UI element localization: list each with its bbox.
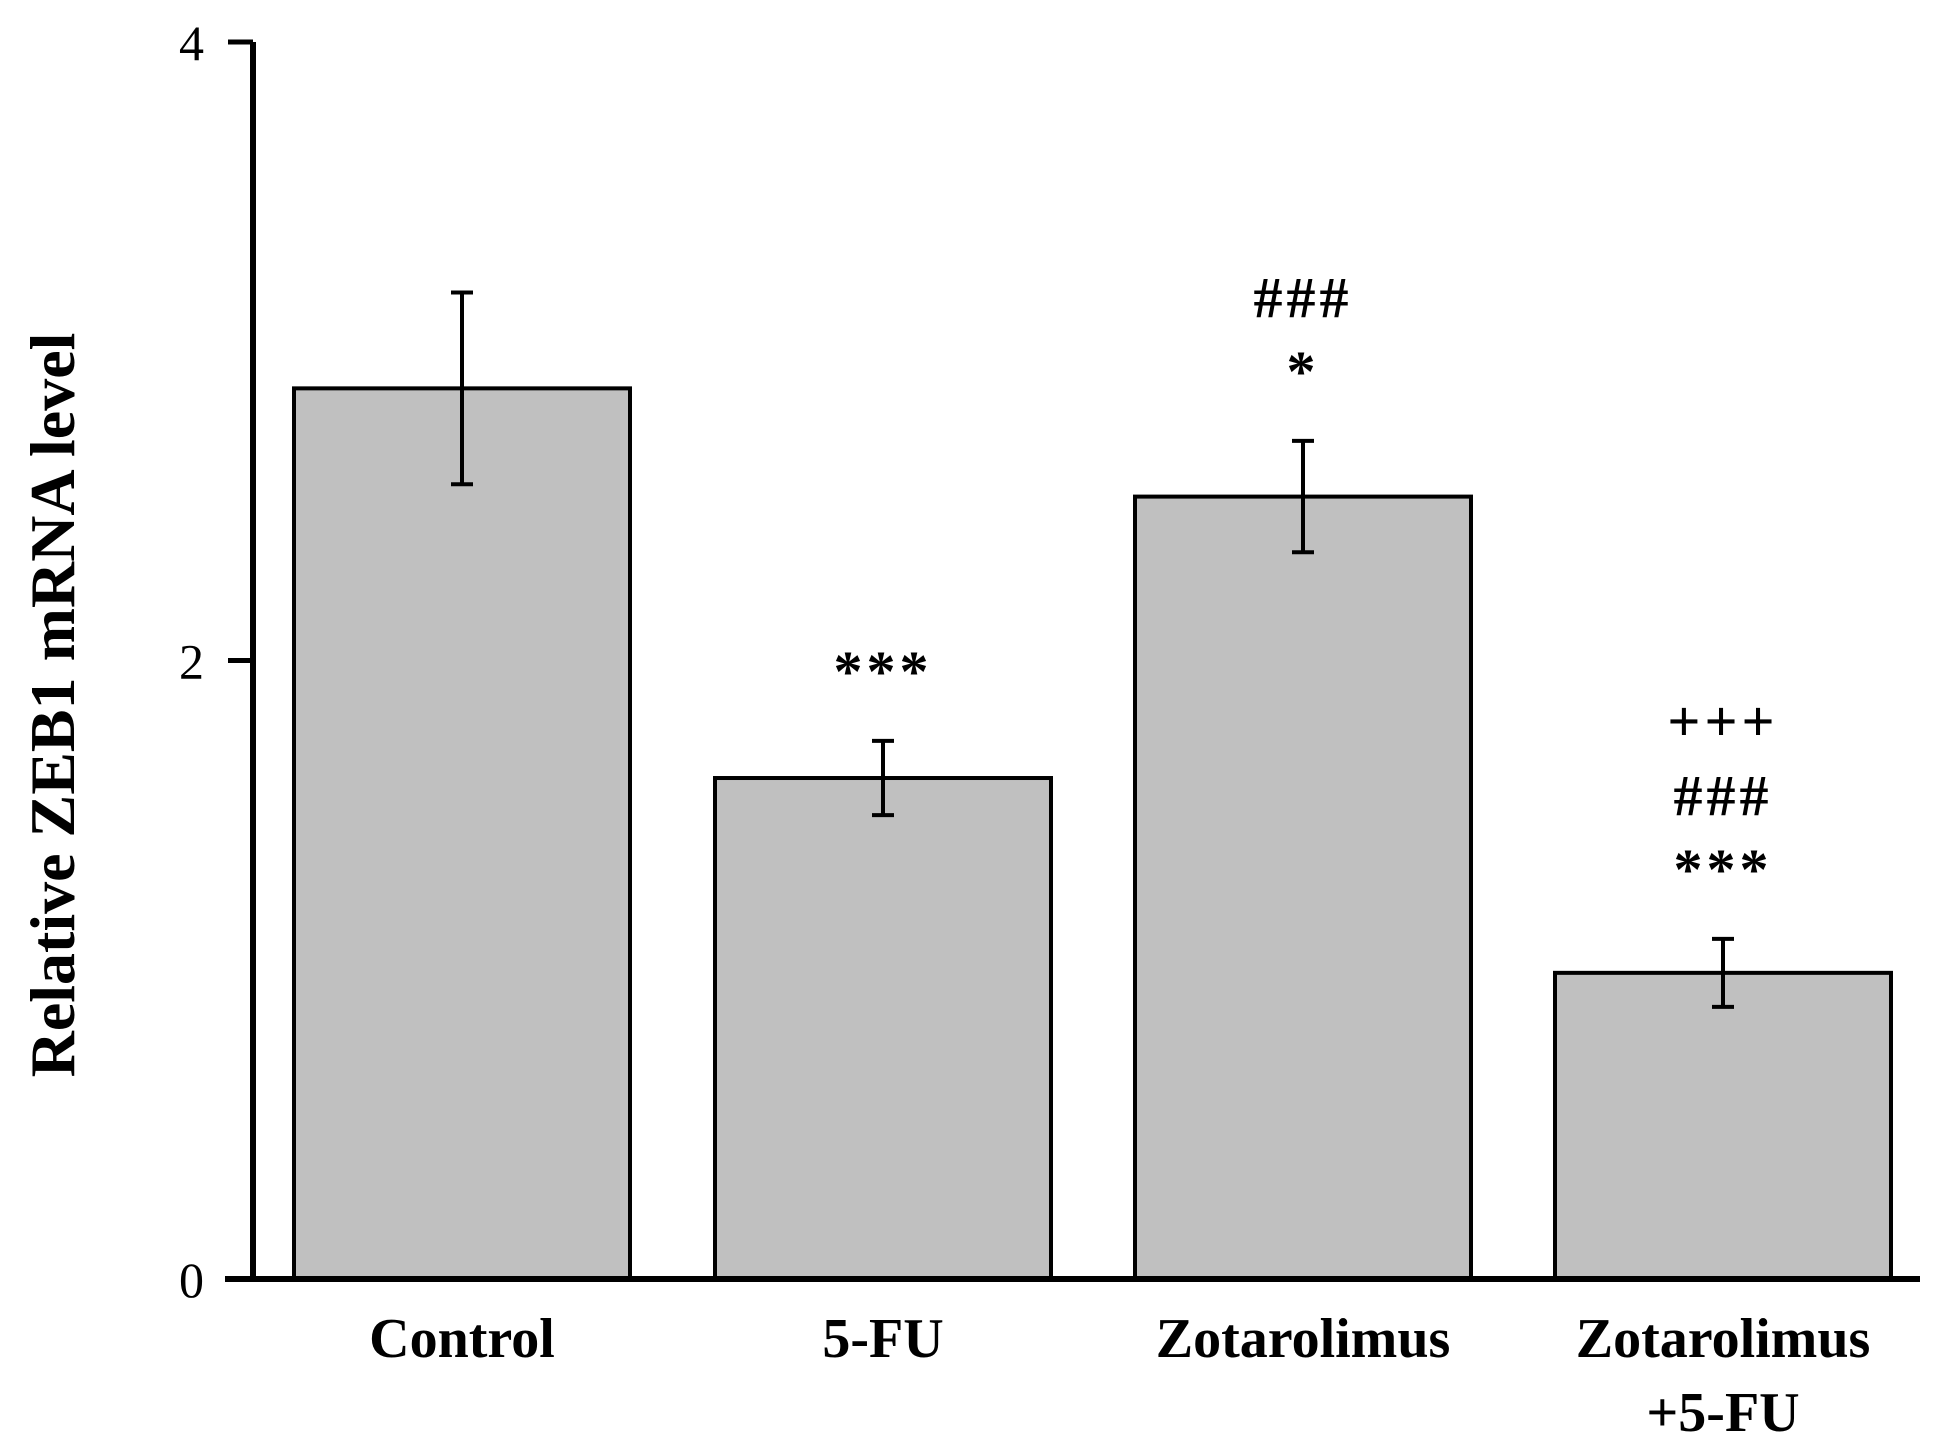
x-tick-label: Zotarolimus [1576,1308,1871,1370]
x-tick-labels-layer: Control 5-FU Zotarolimus Zotarolimus +5-FU [369,1308,1870,1444]
bar [292,386,632,1281]
bars-layer [292,386,1893,1282]
bar [1133,494,1473,1282]
significance-marker: ### [1254,265,1353,330]
y-axis-title: Relative ZEB1 mRNA level [17,333,88,1078]
error-bar [451,290,473,487]
y-tick-label: 2 [179,634,204,690]
error-bars-layer [451,290,1734,1009]
significance-marker: +++ [1667,689,1778,754]
y-tick-label: 0 [179,1252,204,1308]
x-tick-label: 5-FU [822,1308,943,1370]
bar [713,776,1053,1281]
error-bar [1292,438,1314,555]
significance-marker: *** [1674,837,1773,902]
error-bar [872,738,894,818]
significance-marker: ### [1674,763,1773,828]
x-tick-label: Zotarolimus [1156,1308,1451,1370]
x-tick-label: +5-FU [1646,1382,1799,1444]
significance-layer: ****###***###+++ [834,265,1778,902]
error-bar [1712,936,1734,1009]
y-ticks-layer: 0 2 4 [179,15,253,1308]
significance-marker: * [1287,339,1320,404]
significance-marker: *** [834,639,933,704]
bar [1553,970,1893,1282]
y-tick-label: 4 [179,15,204,71]
x-tick-label: Control [369,1308,555,1370]
